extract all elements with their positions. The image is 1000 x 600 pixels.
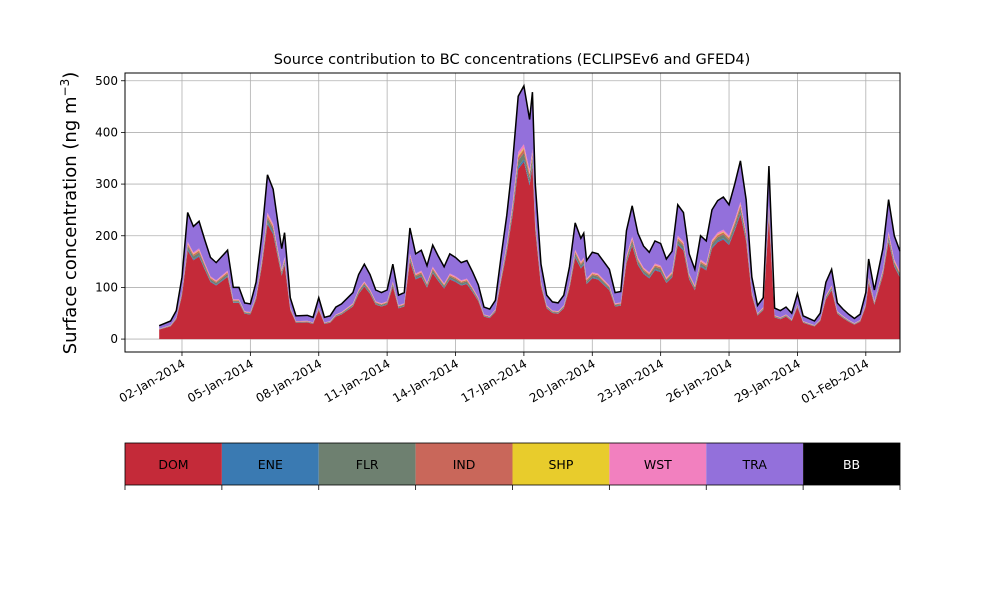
- legend-label-ind: IND: [453, 457, 476, 472]
- y-tick-label: 100: [95, 280, 118, 294]
- legend-label-wst: WST: [644, 457, 672, 472]
- x-tick-label: 29-Jan-2014: [732, 356, 803, 405]
- legend-swatch-flr: [318, 443, 416, 485]
- x-tick-label: 20-Jan-2014: [527, 356, 598, 405]
- legend-swatch-dom: [125, 443, 222, 485]
- x-tick-label: 11-Jan-2014: [322, 356, 393, 405]
- area-dom: [159, 161, 900, 340]
- area-tra: [159, 85, 900, 329]
- legend-swatch-ene: [221, 443, 319, 485]
- y-axis-label-end: ): [60, 72, 81, 79]
- plot-frame: [124, 72, 901, 353]
- stacked-areas: [158, 83, 901, 340]
- x-tick-label: 05-Jan-2014: [185, 356, 256, 405]
- axes: 0 100 200 300 400 500 02-Jan-201405-Jan-201408…: [95, 74, 871, 407]
- legend-label-shp: SHP: [549, 457, 574, 472]
- x-tick-label: 02-Jan-2014: [117, 356, 188, 405]
- y-axis-label-main: Surface concentration (ng m: [60, 96, 81, 354]
- legend-label-dom: DOM: [158, 457, 188, 472]
- y-tick-label: 200: [95, 229, 118, 243]
- x-tick-label: 17-Jan-2014: [459, 356, 530, 405]
- legend-label-bb: BB: [843, 457, 860, 472]
- legend-label-flr: FLR: [356, 457, 379, 472]
- x-tick-label: 08-Jan-2014: [253, 356, 324, 405]
- legend-swatch-shp: [512, 443, 610, 485]
- area-bb-outline: [158, 83, 901, 327]
- legend-swatch-ind: [415, 443, 513, 485]
- x-tick-label: 14-Jan-2014: [390, 356, 461, 405]
- y-tick-label: 500: [95, 74, 118, 88]
- x-tick-label: 01-Feb-2014: [799, 356, 872, 406]
- y-axis-label-sup: −3: [58, 79, 72, 97]
- y-tick-label: 0: [110, 332, 118, 346]
- legend-swatch-wst: [609, 443, 707, 485]
- legend-colorbar: DOM ENE FLR IND SHP WST TRA BB: [124, 442, 901, 490]
- y-tick-label: 400: [95, 125, 118, 139]
- x-tick-label: 26-Jan-2014: [664, 356, 735, 405]
- y-axis-label: Surface concentration (ng m−3): [58, 72, 81, 355]
- x-tick-label: 23-Jan-2014: [595, 356, 666, 405]
- legend-swatch-tra: [706, 443, 804, 485]
- y-tick-label: 300: [95, 177, 118, 191]
- chart-title: Source contribution to BC concentrations…: [274, 52, 751, 68]
- legend-label-ene: ENE: [258, 457, 283, 472]
- legend-swatch-bb: [803, 443, 900, 485]
- legend-label-tra: TRA: [742, 457, 768, 472]
